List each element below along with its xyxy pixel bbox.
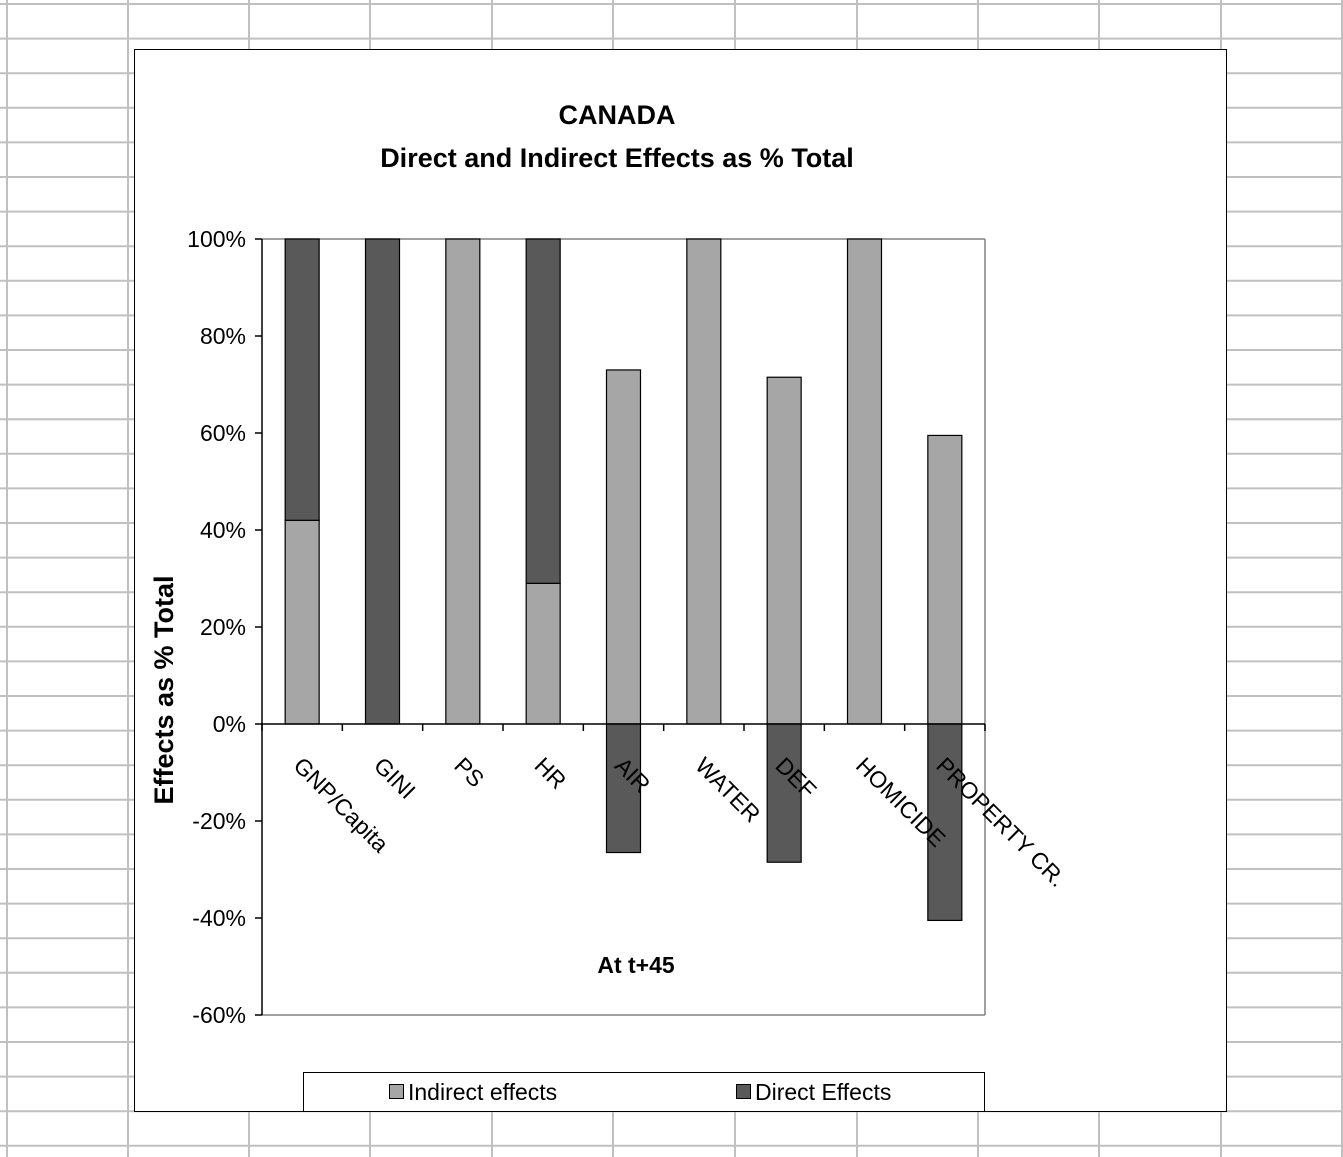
- bar-indirect-8: [927, 434, 963, 725]
- legend-label-indirect: Indirect effects: [408, 1079, 558, 1105]
- bar-direct-3: [525, 238, 561, 584]
- y-tick-label-2: 60%: [200, 420, 246, 446]
- bar-direct-0: [284, 238, 320, 521]
- bar-indirect-3: [525, 582, 561, 725]
- y-tick-label-1: 80%: [200, 323, 246, 349]
- y-tick-label-0: 100%: [187, 226, 246, 252]
- y-tick-label-5: 0%: [213, 711, 246, 737]
- legend-entry-direct: Direct Effects: [736, 1077, 891, 1107]
- y-tick-label-6: -20%: [192, 808, 246, 834]
- bar-direct-1: [364, 238, 401, 725]
- y-tick-label-4: 20%: [200, 614, 246, 640]
- x-tick-label-2: PS: [449, 752, 489, 792]
- legend: Indirect effects Direct Effects: [303, 1072, 985, 1112]
- bar-indirect-6: [766, 376, 802, 725]
- chart-canvas: CANADA Direct and Indirect Effects as % …: [149, 100, 1071, 1028]
- legend-label-direct: Direct Effects: [755, 1079, 892, 1105]
- y-tick-label-7: -40%: [192, 905, 246, 931]
- x-tick-label-3: HR: [530, 752, 572, 794]
- bar-indirect-4: [605, 369, 642, 725]
- x-tick-label-5: WATER: [690, 752, 765, 827]
- y-tick-label-3: 40%: [200, 517, 246, 543]
- bar-indirect-5: [686, 238, 722, 725]
- legend-entry-indirect: Indirect effects: [389, 1077, 557, 1107]
- bar-direct-6: [766, 723, 802, 863]
- x-tick-label-1: GINI: [369, 752, 421, 804]
- x-axis-title: At t+45: [597, 952, 675, 978]
- y-axis-title: Effects as % Total: [149, 575, 179, 804]
- chart-area[interactable]: CANADA Direct and Indirect Effects as % …: [134, 49, 1227, 1112]
- bar-direct-8: [927, 723, 963, 922]
- y-tick-label-8: -60%: [192, 1002, 246, 1028]
- legend-swatch-indirect: [389, 1084, 404, 1100]
- bar-indirect-0: [284, 519, 320, 725]
- bar-indirect-7: [846, 238, 883, 725]
- bar-indirect-2: [445, 238, 481, 725]
- plot-area: 100%80%60%40%20%0%-20%-40%-60%GNP/Capita…: [187, 226, 1071, 1028]
- chart-title: CANADA: [559, 100, 676, 130]
- legend-swatch-direct: [736, 1084, 751, 1100]
- chart-subtitle: Direct and Indirect Effects as % Total: [380, 143, 854, 173]
- bar-direct-4: [605, 723, 642, 854]
